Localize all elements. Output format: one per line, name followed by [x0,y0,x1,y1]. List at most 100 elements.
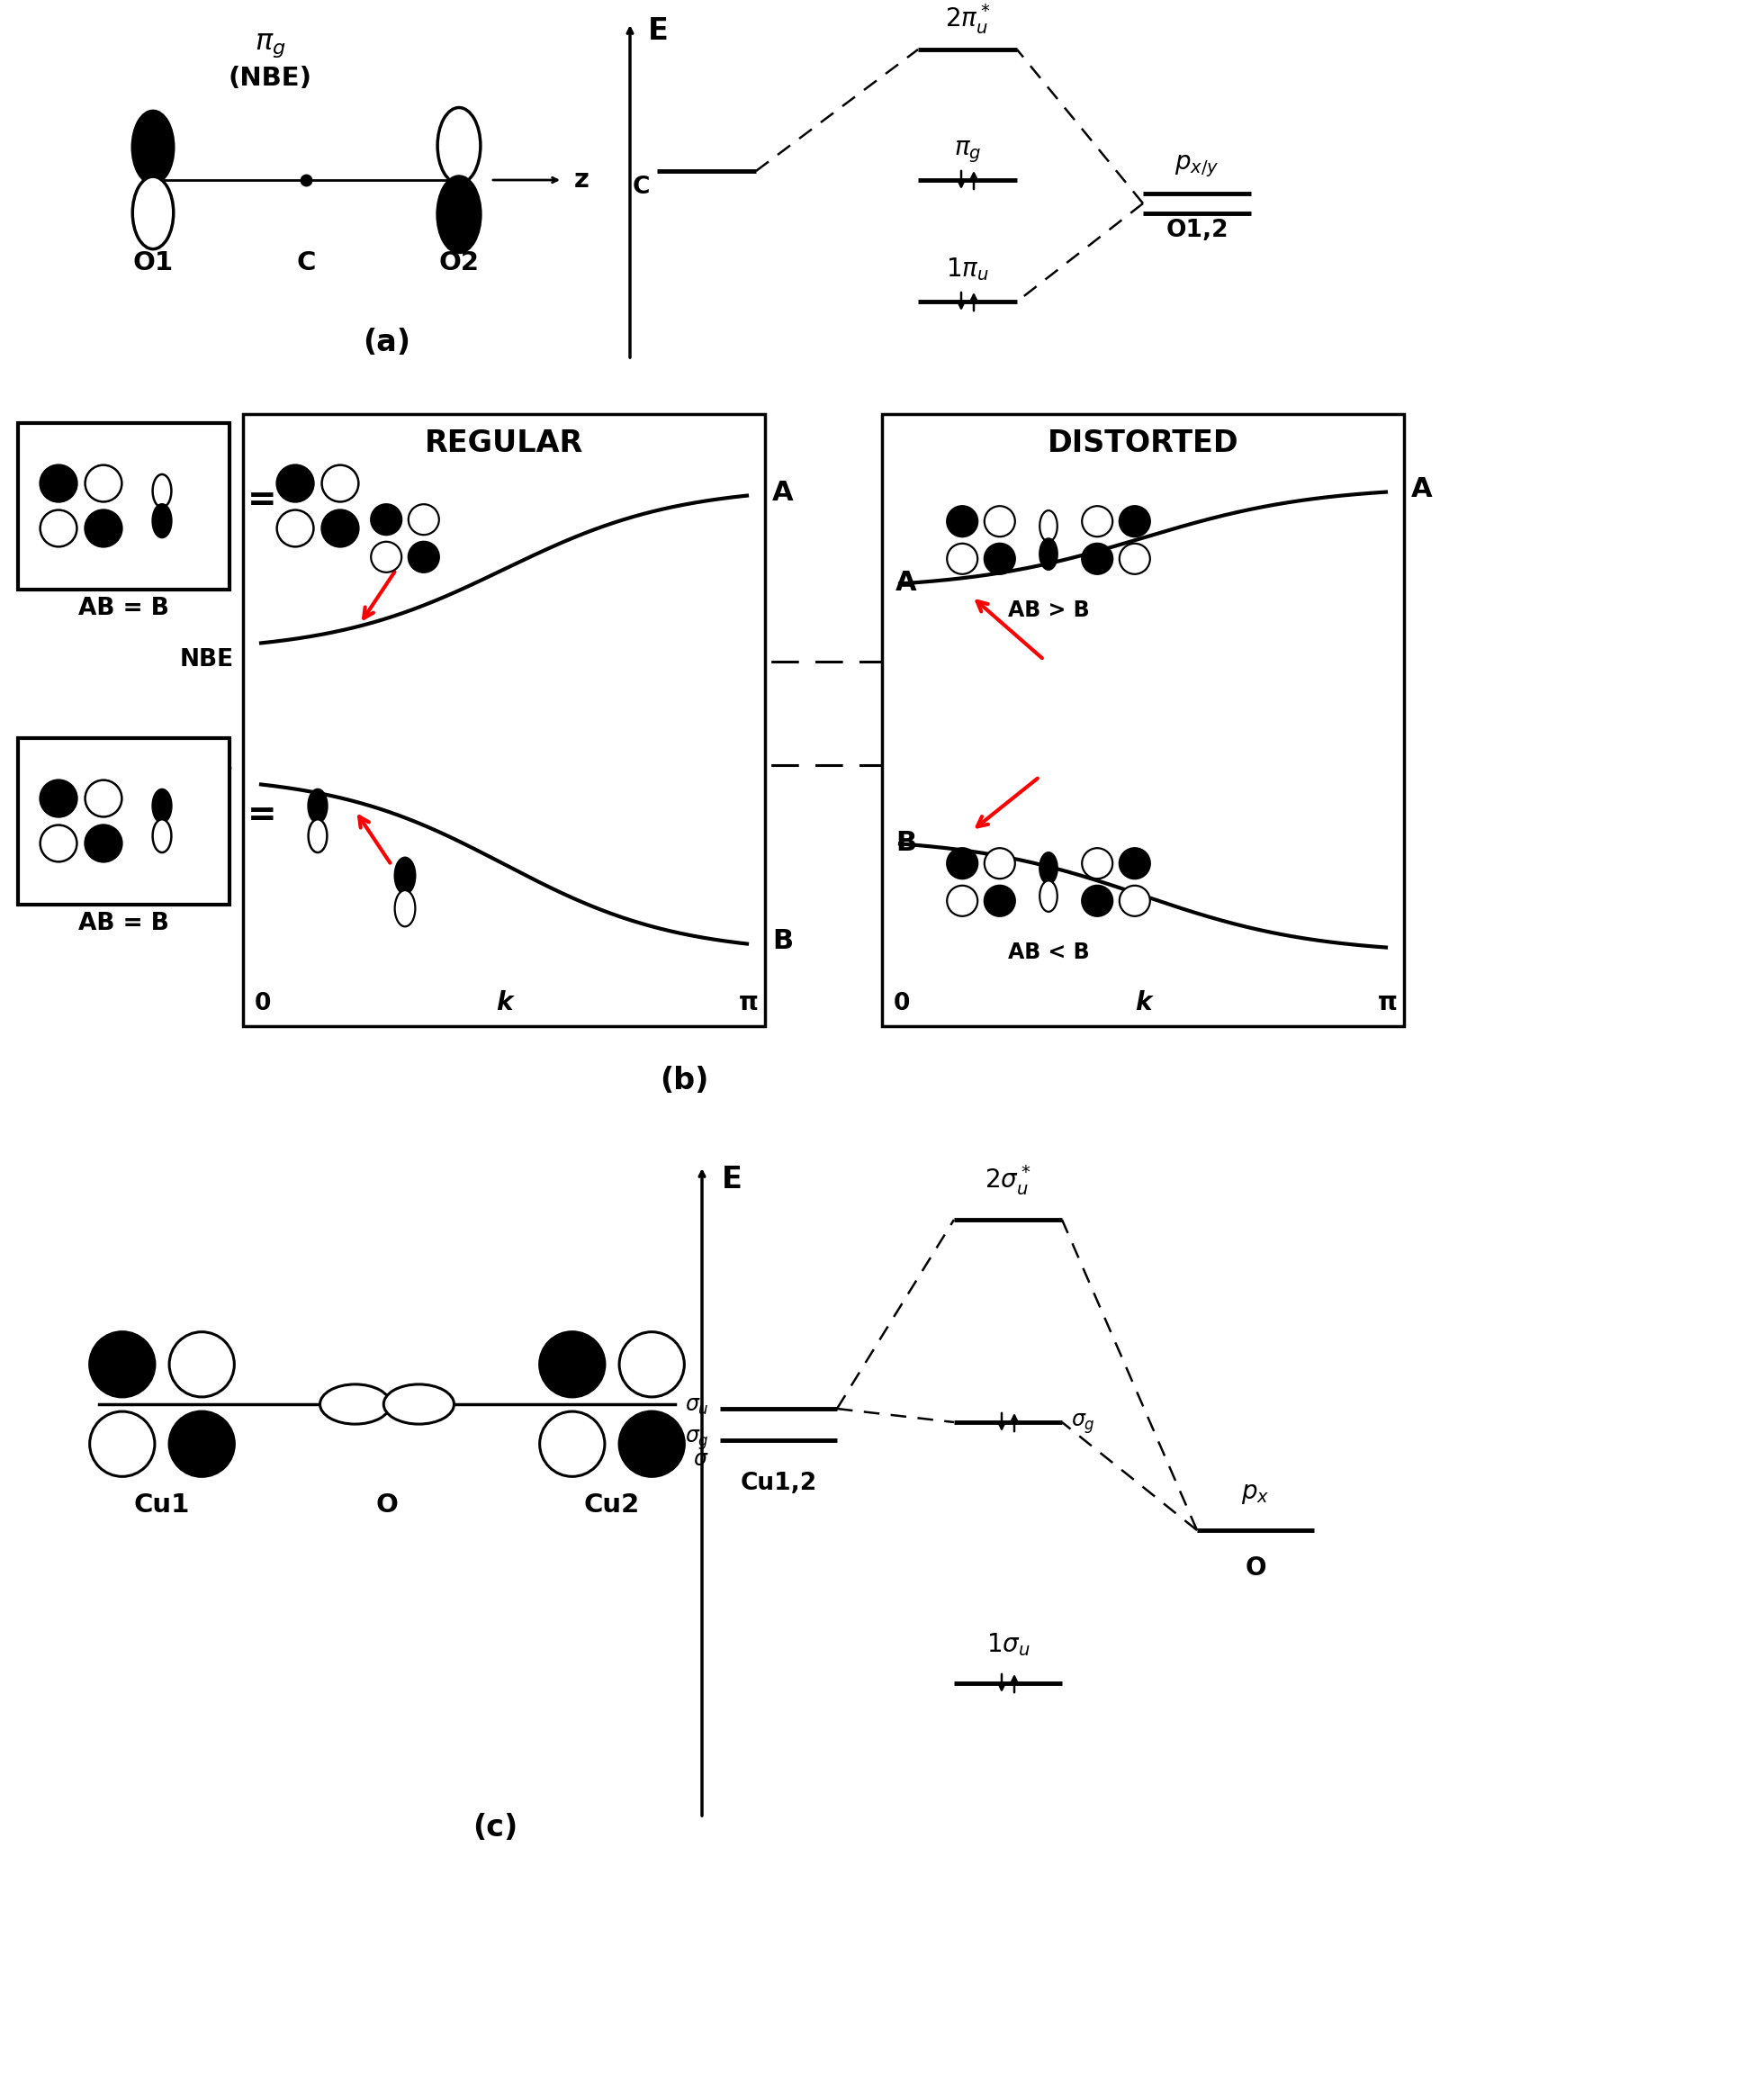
Ellipse shape [1120,543,1150,575]
Text: z: z [575,167,589,194]
Ellipse shape [132,110,173,183]
Ellipse shape [41,510,78,548]
Ellipse shape [395,858,415,893]
Text: $\pi_g$: $\pi_g$ [954,139,981,164]
Ellipse shape [85,781,122,816]
Text: $1\sigma_u$: $1\sigma_u$ [986,1630,1030,1657]
Ellipse shape [277,510,314,548]
Text: A: A [1411,477,1432,502]
Text: k: k [1134,991,1152,1016]
Text: NBE: NBE [180,752,235,775]
Text: (a): (a) [363,327,411,358]
Bar [18,739,229,906]
Text: AB > B: AB > B [1007,600,1090,620]
Text: π: π [739,991,759,1016]
Text: O1: O1 [132,250,173,275]
Bar [18,423,229,589]
Ellipse shape [85,824,122,862]
Ellipse shape [41,781,78,816]
Ellipse shape [619,1412,684,1476]
Text: 0: 0 [894,991,910,1016]
Ellipse shape [321,510,358,548]
Ellipse shape [409,541,439,573]
Text: AB = B: AB = B [78,912,169,935]
Text: =: = [247,797,277,833]
Ellipse shape [277,464,314,502]
Text: (c): (c) [473,1813,517,1843]
Ellipse shape [947,847,977,879]
Ellipse shape [41,824,78,862]
Text: $\sigma_g$: $\sigma_g$ [684,1428,709,1451]
Ellipse shape [309,789,326,822]
Text: AB < B: AB < B [1007,941,1090,964]
Ellipse shape [1039,539,1057,570]
Ellipse shape [409,504,439,535]
Ellipse shape [984,543,1014,575]
Text: Cu1: Cu1 [134,1493,191,1518]
Text: Cu2: Cu2 [584,1493,640,1518]
Text: 0: 0 [254,991,272,1016]
Text: A: A [773,479,794,506]
Ellipse shape [1081,885,1113,916]
Ellipse shape [41,464,78,502]
Ellipse shape [153,789,171,822]
Bar [882,414,1404,1026]
Ellipse shape [984,885,1014,916]
Ellipse shape [540,1412,605,1476]
Text: AB = B: AB = B [78,598,169,620]
Ellipse shape [947,885,977,916]
Text: (b): (b) [660,1066,709,1095]
Text: C: C [296,250,316,275]
Text: B: B [773,929,794,954]
Bar [243,414,766,1026]
Ellipse shape [1120,885,1150,916]
Ellipse shape [1120,847,1150,879]
Text: $\sigma_g$: $\sigma_g$ [1071,1412,1095,1437]
Text: O: O [376,1493,399,1518]
Text: C: C [632,175,649,200]
Ellipse shape [90,1412,155,1476]
Ellipse shape [1081,506,1113,537]
Ellipse shape [1081,847,1113,879]
Ellipse shape [153,504,171,537]
Ellipse shape [984,847,1014,879]
Text: E: E [721,1164,743,1193]
Text: E: E [647,17,669,46]
Ellipse shape [1039,510,1057,541]
Text: (NBE): (NBE) [228,67,312,92]
Ellipse shape [153,820,171,852]
Ellipse shape [947,506,977,537]
Ellipse shape [1081,543,1113,575]
Text: $1\pi_u$: $1\pi_u$ [946,256,990,283]
Ellipse shape [85,510,122,548]
Ellipse shape [1039,881,1057,912]
Ellipse shape [169,1332,235,1397]
Text: NBE: NBE [180,648,235,672]
Text: =: = [247,483,277,518]
Ellipse shape [1120,506,1150,537]
Text: $2\pi_u^*$: $2\pi_u^*$ [946,2,990,35]
Text: Cu1,2: Cu1,2 [741,1472,817,1495]
Ellipse shape [309,820,326,852]
Ellipse shape [383,1385,453,1424]
Ellipse shape [619,1332,684,1397]
Text: B: B [896,831,916,856]
Ellipse shape [153,475,171,508]
Text: $\pi_g$: $\pi_g$ [254,31,286,60]
Text: O: O [1245,1555,1267,1580]
Text: π: π [1378,991,1397,1016]
Ellipse shape [169,1412,235,1476]
Ellipse shape [319,1385,390,1424]
Text: $p_x$: $p_x$ [1242,1480,1270,1505]
Ellipse shape [321,464,358,502]
Text: $2\sigma_u^*$: $2\sigma_u^*$ [984,1164,1032,1197]
Ellipse shape [395,891,415,926]
Text: $\sigma$: $\sigma$ [693,1449,709,1470]
Text: DISTORTED: DISTORTED [1048,429,1238,458]
Text: k: k [496,991,512,1016]
Ellipse shape [90,1332,155,1397]
Ellipse shape [132,177,173,250]
Text: A: A [896,570,917,595]
Ellipse shape [437,177,480,252]
Ellipse shape [85,464,122,502]
